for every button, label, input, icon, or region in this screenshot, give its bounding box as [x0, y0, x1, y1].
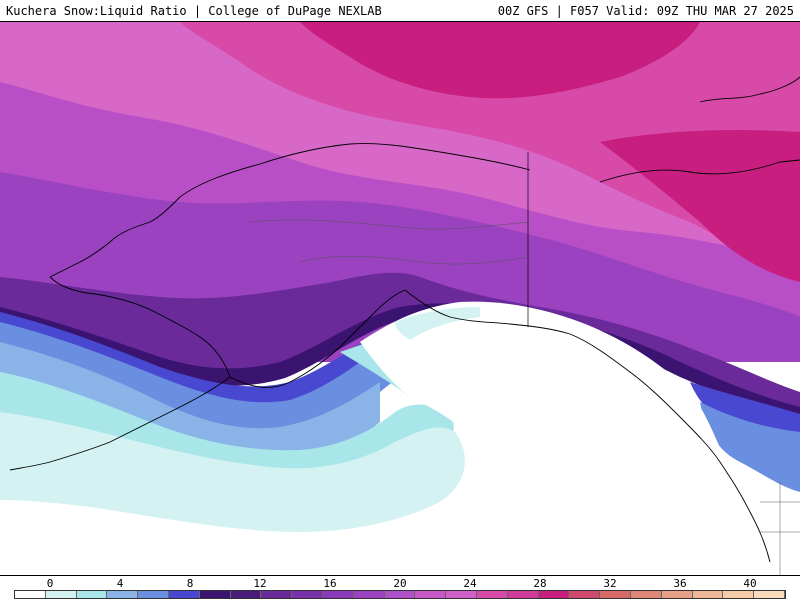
field-light-blue	[0, 342, 380, 474]
colorbar-swatch	[261, 591, 293, 598]
colorbar-swatch	[107, 591, 139, 598]
colorbar-label: 28	[533, 577, 547, 590]
coastlines	[9, 76, 800, 563]
colorbar-swatch	[230, 591, 262, 598]
colorbar-label: 8	[186, 577, 194, 590]
coastline-aleutians	[9, 376, 231, 471]
coastline-alaska-west	[49, 196, 181, 278]
colorbar-swatch	[292, 591, 323, 598]
colorbar-label: 24	[463, 577, 477, 590]
coastline-alaska-peninsula	[229, 289, 406, 388]
colorbar-swatch	[199, 591, 231, 598]
coastline-alaska-arctic	[179, 143, 531, 198]
colorbar-swatch	[384, 591, 416, 598]
colorbar-swatch	[322, 591, 354, 598]
colorbar-swatch	[507, 591, 539, 598]
field-light-cyan	[0, 412, 465, 532]
colorbar-label: 12	[253, 577, 267, 590]
model-run-valid-time: 00Z GFS | F057 Valid: 09Z THU MAR 27 202…	[497, 4, 794, 18]
field-deep-magenta	[300, 22, 700, 99]
field-deep-magenta-east	[600, 130, 800, 282]
colorbar-swatch	[415, 591, 447, 598]
colorbar-label: 20	[393, 577, 407, 590]
field-magenta-north	[180, 22, 800, 272]
colorbar-label: 36	[673, 577, 687, 590]
colorbar-swatch	[538, 591, 570, 598]
field-gulf-edge	[395, 307, 480, 340]
map-header: Kuchera Snow:Liquid Ratio | College of D…	[0, 0, 800, 22]
colorbar-swatch	[168, 591, 200, 598]
boundary-2	[299, 255, 529, 265]
colorbar-swatch	[600, 591, 631, 598]
product-title: Kuchera Snow:Liquid Ratio | College of D…	[6, 4, 382, 18]
colorbar-label: 4	[116, 577, 124, 590]
coastline-arctic-islands	[699, 76, 800, 103]
colorbar-swatches	[14, 590, 786, 599]
colorbar-label: 16	[323, 577, 337, 590]
colorbar-swatch	[569, 591, 601, 598]
colorbar-swatch	[723, 591, 755, 598]
boundary-1	[249, 219, 529, 230]
colorbar-label: 0	[46, 577, 54, 590]
colorbar-swatch	[76, 591, 108, 598]
ocean-gulf	[0, 301, 800, 575]
snow-ratio-map[interactable]	[0, 22, 800, 575]
colorbar-labels: 0 4 8 12 16 20 24 28 32 36 40	[0, 576, 800, 590]
colorbar-swatch	[15, 591, 46, 598]
coastline-alaska-southwest	[49, 276, 231, 378]
boundaries	[249, 219, 800, 575]
colorbar-swatch	[661, 591, 693, 598]
colorbar-swatch	[353, 591, 385, 598]
colorbar-label: 40	[743, 577, 757, 590]
colorbar-swatch	[138, 591, 169, 598]
coastline-gulf-north	[404, 289, 571, 335]
colorbar-swatch	[476, 591, 508, 598]
field-blue-east	[700, 402, 800, 492]
colorbar-swatch	[692, 591, 724, 598]
field-purple-coastal	[0, 272, 800, 412]
colorbar-swatch	[45, 591, 77, 598]
colorbar-swatch	[446, 591, 477, 598]
coastline-canada-arctic	[599, 159, 800, 183]
colorbar-label: 32	[603, 577, 617, 590]
colorbar-legend: 0 4 8 12 16 20 24 28 32 36 40	[0, 575, 800, 600]
colorbar-swatch	[630, 591, 662, 598]
map-canvas	[0, 22, 800, 575]
coastline-southeast-alaska	[569, 333, 771, 563]
colorbar-swatch	[754, 591, 785, 598]
